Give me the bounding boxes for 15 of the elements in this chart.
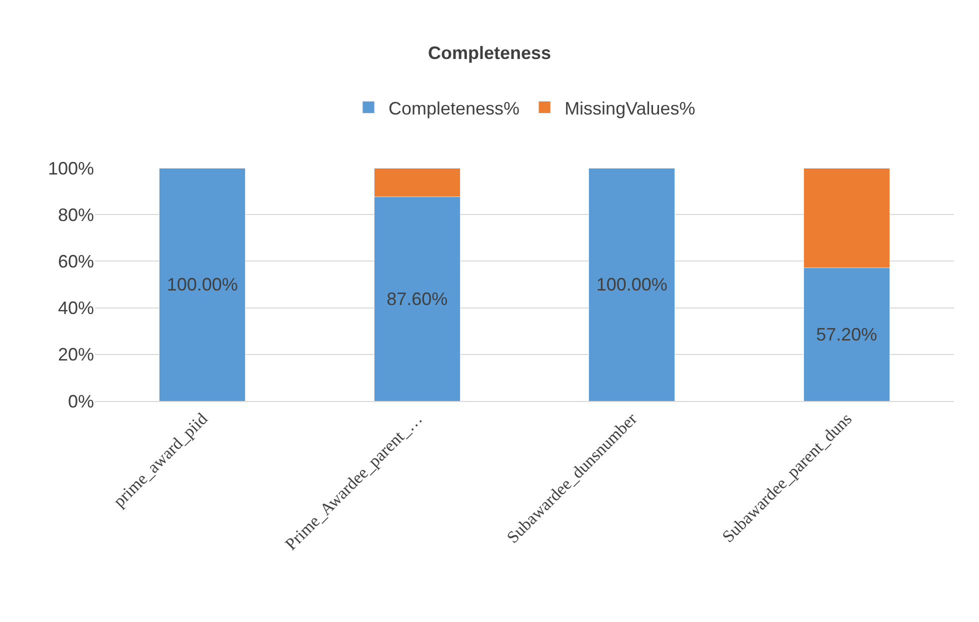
chart-title: Completeness xyxy=(428,43,552,64)
y-tick-label: 0% xyxy=(68,391,94,412)
y-tick-label: 40% xyxy=(58,298,94,318)
data-label: 100.00% xyxy=(166,274,238,294)
y-tick-label: 60% xyxy=(58,252,94,272)
data-label: 87.60% xyxy=(386,288,448,309)
legend-label: Completeness% xyxy=(388,98,520,118)
data-label: 57.20% xyxy=(816,324,878,344)
legend-label: MissingValues% xyxy=(564,98,696,118)
bar xyxy=(159,168,246,401)
data-label: 100.00% xyxy=(596,274,668,294)
y-tick-label: 20% xyxy=(58,344,94,365)
y-tick-label: 100% xyxy=(48,158,94,178)
bar xyxy=(588,168,676,401)
y-tick-label: 80% xyxy=(58,204,94,225)
